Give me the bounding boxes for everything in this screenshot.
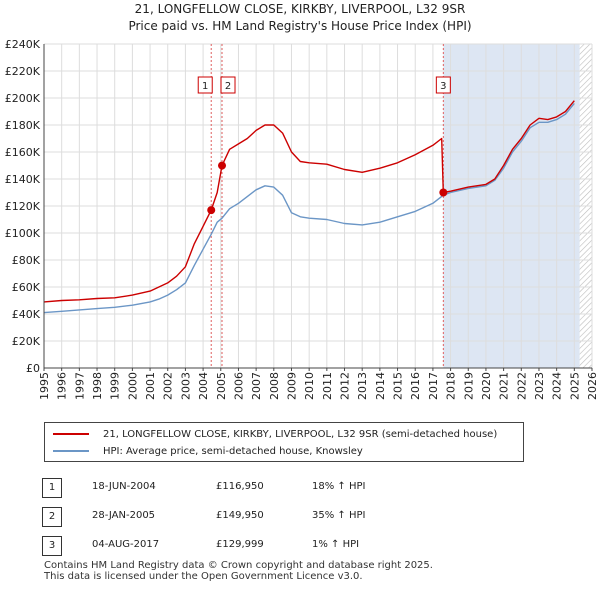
x-tick-label: 1997 (73, 372, 86, 400)
y-tick-label: £80K (12, 254, 41, 267)
sale-label-text: 2 (225, 81, 231, 92)
sale-label-text: 3 (440, 81, 446, 92)
transaction-price: £116,950 (216, 481, 264, 492)
transaction-badge: 2 (42, 507, 62, 527)
y-tick-label: £140K (5, 173, 41, 186)
y-tick-label: £20K (12, 335, 41, 348)
axis-layer: £0 £20K £40K £60K £80K £100K £120K £140K £160K £1… (5, 38, 599, 400)
x-tick-label: 2010 (303, 372, 316, 400)
x-tick-label: 2025 (568, 372, 581, 400)
sale-labels: 1 2 3 (197, 76, 451, 94)
transaction-hpi: 18% ↑ HPI (312, 481, 366, 492)
x-tick-label: 2015 (392, 372, 405, 400)
footer: Contains HM Land Registry data © Crown c… (44, 560, 433, 582)
transaction-row: 3 04-AUG-2017 £129,999 1% ↑ HPI (0, 536, 600, 558)
footer-line-2: This data is licensed under the Open Gov… (44, 571, 363, 582)
y-tick-label: £160K (5, 146, 41, 159)
x-tick-label: 2006 (232, 372, 245, 400)
transaction-row: 2 28-JAN-2005 £149,950 35% ↑ HPI (0, 507, 600, 529)
x-tick-label: 2003 (179, 372, 192, 400)
x-tick-label: 2024 (551, 372, 564, 400)
sale-label-box (435, 76, 451, 94)
x-tick-label: 2011 (321, 372, 334, 400)
property-price-line (43, 100, 575, 303)
x-tick-label: 2013 (356, 372, 369, 400)
legend-item-property: 21, LONGFELLOW CLOSE, KIRKBY, LIVERPOOL,… (53, 426, 497, 442)
x-tick-label: 2005 (215, 372, 228, 400)
sale-point (207, 206, 216, 215)
chart-title: 21, LONGFELLOW CLOSE, KIRKBY, LIVERPOOL,… (134, 2, 466, 16)
x-tick-label: 2019 (462, 372, 475, 400)
y-tick-label: £40K (12, 308, 41, 321)
x-tick-label: 2004 (197, 372, 210, 400)
x-tick-label: 2021 (498, 372, 511, 400)
legend-label-property: 21, LONGFELLOW CLOSE, KIRKBY, LIVERPOOL,… (103, 428, 498, 440)
y-tick-label: £100K (5, 227, 41, 240)
x-tick-label: 2012 (339, 372, 352, 400)
chart-subtitle: Price paid vs. HM Land Registry's House … (128, 19, 472, 33)
x-tick-label: 2023 (533, 372, 546, 400)
transaction-price: £129,999 (216, 539, 264, 550)
transaction-hpi: 35% ↑ HPI (312, 510, 366, 521)
x-tick-label: 1996 (56, 372, 69, 400)
y-tick-label: £60K (12, 281, 41, 294)
y-tick-label: £180K (5, 119, 41, 132)
x-tick-label: 2018 (445, 372, 458, 400)
sale-points (207, 161, 448, 215)
x-tick-label: 2020 (480, 372, 493, 400)
legend-item-hpi: HPI: Average price, semi-detached house,… (53, 443, 363, 459)
sale-point (439, 188, 448, 197)
y-tick-label: £240K (5, 38, 41, 51)
grid-layer (43, 43, 593, 369)
y-tick-label: £120K (5, 200, 41, 213)
sale-point (218, 161, 227, 170)
y-tick-label: £200K (5, 92, 41, 105)
x-tick-label: 2007 (250, 372, 263, 400)
transaction-badge: 3 (42, 536, 62, 556)
legend: 21, LONGFELLOW CLOSE, KIRKBY, LIVERPOOL,… (44, 422, 524, 462)
legend-swatch-property (53, 433, 89, 435)
transaction-date: 18-JUN-2004 (92, 481, 156, 492)
x-tick-label: 1999 (109, 372, 122, 400)
transaction-date: 04-AUG-2017 (92, 539, 160, 550)
x-tick-label: 2002 (162, 372, 175, 400)
transaction-hpi: 1% ↑ HPI (312, 539, 360, 550)
legend-swatch-hpi (53, 450, 89, 452)
x-tick-label: 2001 (144, 372, 157, 400)
hpi-line (43, 102, 575, 314)
legend-label-hpi: HPI: Average price, semi-detached house,… (103, 445, 363, 457)
y-tick-label: £220K (5, 65, 41, 78)
x-tick-label: 1998 (91, 372, 104, 400)
x-tick-label: 2014 (374, 372, 387, 400)
transaction-price: £149,950 (216, 510, 264, 521)
x-tick-label: 1995 (38, 372, 51, 400)
sale-label-box (220, 76, 236, 94)
x-tick-label: 2008 (268, 372, 281, 400)
transaction-badge: 1 (42, 478, 62, 498)
sale-label-box (197, 76, 213, 94)
footer-line-1: Contains HM Land Registry data © Crown c… (44, 560, 433, 571)
sale-vertical-lines (210, 44, 444, 368)
series-layer (43, 100, 575, 314)
x-tick-label: 2000 (126, 372, 139, 400)
sale-label-text: 1 (202, 81, 208, 92)
x-tick-label: 2022 (515, 372, 528, 400)
x-tick-label: 2009 (285, 372, 298, 400)
x-tick-label: 2016 (409, 372, 422, 400)
y-tick-label: £0 (26, 362, 40, 375)
transaction-date: 28-JAN-2005 (92, 510, 156, 521)
price-chart: 1 2 3 £0 £20K £40K £60K £80K £100K £120K £140K £16… (5, 38, 599, 400)
x-tick-label: 2017 (427, 372, 440, 400)
x-tick-label: 2026 (586, 372, 599, 400)
transaction-row: 1 18-JUN-2004 £116,950 18% ↑ HPI (0, 478, 600, 500)
